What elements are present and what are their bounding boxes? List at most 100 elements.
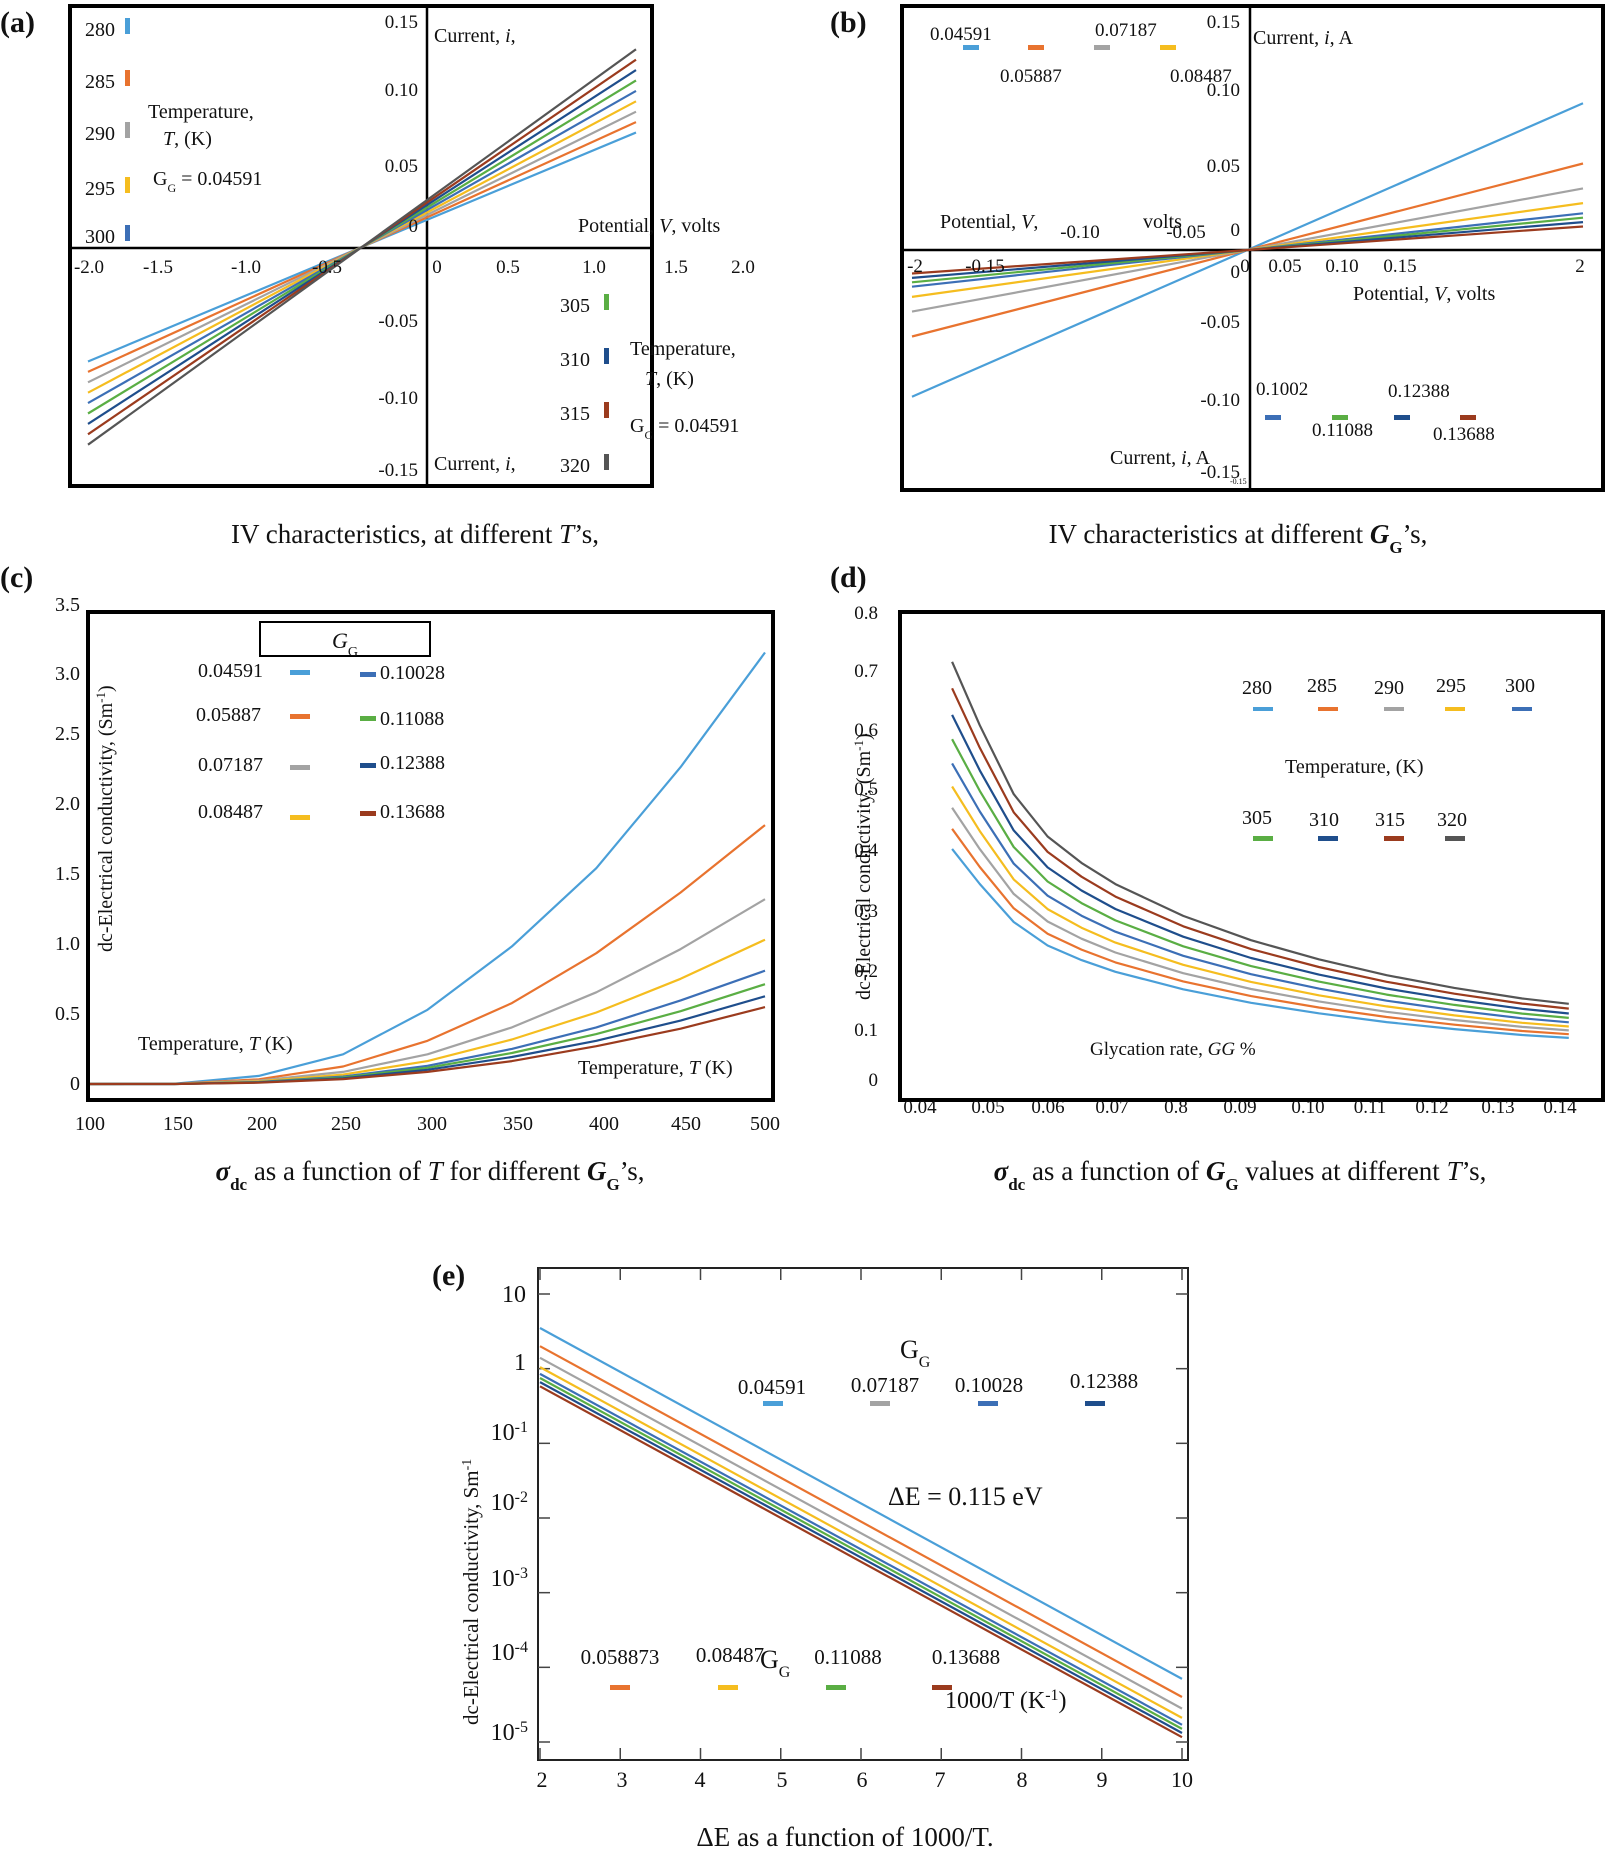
y-tick-label: 0.2 <box>854 961 878 982</box>
legend-swatch-0.10028 <box>978 1401 998 1406</box>
legend-label: 295 <box>85 178 115 200</box>
legend-swatch-0.08487 <box>1160 45 1176 50</box>
legend-param: GG = 0.04591 <box>630 415 739 442</box>
legend-swatch-280 <box>125 18 130 34</box>
legend-label: 320 <box>560 455 590 477</box>
legend-swatch-0.12388 <box>1394 415 1410 420</box>
x-tick-label: 0.13 <box>1481 1097 1514 1118</box>
legend-label: 285 <box>1307 675 1337 697</box>
legend-swatch-0.1002 <box>1265 415 1281 420</box>
x-tick-label: 8 <box>1017 1767 1028 1792</box>
x-tick-label: 100 <box>75 1113 105 1135</box>
y-tick-label: 0.6 <box>854 720 878 741</box>
caption-b: IV characteristics at different GG’s, <box>1049 519 1428 557</box>
legend-swatch-0.11088 <box>360 716 376 721</box>
legend-swatch-0.08487 <box>718 1685 738 1690</box>
legend-label: 280 <box>1242 677 1272 699</box>
legend-swatch-305 <box>604 294 609 310</box>
y-tick-label: 2.0 <box>55 793 80 815</box>
series-line-0.13688 <box>90 1006 766 1086</box>
legend-swatch-0.04591 <box>290 670 310 675</box>
y-tick-label: 0.10 <box>385 80 418 101</box>
x-tick-label: 0.04 <box>903 1097 937 1118</box>
legend-swatch-320 <box>604 454 609 470</box>
series-line-320 <box>951 661 1569 1005</box>
y-tick-label: 0.15 <box>1207 12 1240 33</box>
x-axis-label: Temperature, T (K) <box>138 1033 293 1055</box>
legend-swatch-300 <box>125 225 130 241</box>
legend-swatch-0.05887 <box>1028 45 1044 50</box>
legend-label: 320 <box>1437 809 1467 831</box>
legend-label: 315 <box>560 403 590 425</box>
legend-swatch-0.07187 <box>1094 45 1110 50</box>
series-line-300 <box>951 762 1569 1024</box>
legend-swatch-0.04591 <box>763 1401 783 1406</box>
x-tick-label: 10 <box>1171 1767 1193 1792</box>
y-tick-label: 0 <box>1231 262 1241 283</box>
y-tick-label: -0.10 <box>1200 390 1240 411</box>
series-line-280 <box>951 848 1569 1039</box>
legend-label: 0.11088 <box>1312 420 1373 441</box>
legend-label: 290 <box>85 123 115 145</box>
y-tick-label: 0.5 <box>854 779 878 800</box>
x-axis-label: Glycation rate, GG % <box>1090 1039 1256 1060</box>
caption-d: σdc as a function of GG values at differ… <box>994 1156 1487 1194</box>
x-tick-label: 150 <box>163 1113 193 1135</box>
legend-swatch-320 <box>1445 836 1465 841</box>
legend-label: 0.07187 <box>198 754 263 776</box>
y-tick-label: 0.10 <box>1207 80 1240 101</box>
x-tick-label: -0.5 <box>312 257 342 278</box>
minor-label: -0.15 <box>1230 477 1247 486</box>
legend-swatch-0.13688 <box>360 811 376 816</box>
legend-label: 0.07187 <box>851 1373 919 1397</box>
x-tick-label: -0.05 <box>1166 222 1206 243</box>
legend-label: 0.13688 <box>932 1645 1000 1669</box>
y-tick-label: 3.0 <box>55 663 80 685</box>
panel-letter: (c) <box>0 561 33 594</box>
y-axis-label: dc-Electrical conductivity, (Sm-1) <box>851 733 876 1000</box>
panel-c-frame <box>86 610 775 1102</box>
x-axis-label: Potential, V, volts <box>1353 283 1495 305</box>
x-tick-label: 3 <box>617 1767 628 1792</box>
x-tick-label: 0.07 <box>1095 1097 1128 1118</box>
legend-swatch-0.13688 <box>1460 415 1476 420</box>
x-tick-label: 1.5 <box>664 257 688 278</box>
y-tick-label: 10 <box>502 1282 526 1308</box>
legend-swatch-305 <box>1253 836 1273 841</box>
panel-letter: (a) <box>0 6 35 39</box>
x-tick-label: 0.14 <box>1543 1097 1577 1118</box>
legend-title: GG <box>900 1335 931 1371</box>
legend-label: 280 <box>85 19 115 41</box>
series-line-320 <box>87 48 637 446</box>
legend-label: 300 <box>85 226 115 248</box>
legend-title-2: T, (K) <box>645 368 694 390</box>
legend-param: GG = 0.04591 <box>153 168 262 195</box>
legend-label: 290 <box>1374 677 1404 699</box>
legend-label: 0.12388 <box>1388 381 1450 402</box>
panel-d-frame <box>898 610 1605 1102</box>
x-tick-label: 4 <box>695 1767 706 1792</box>
series-line-0.04591 <box>89 651 766 1086</box>
x-tick-label: 300 <box>417 1113 447 1135</box>
x-tick-label: 0.10 <box>1291 1097 1324 1118</box>
legend-swatch-0.08487 <box>290 815 310 820</box>
x-tick-label: 5 <box>777 1767 788 1792</box>
y-axis-label: dc-Electrical conductivity, Sm-1 <box>459 1459 483 1725</box>
legend-label: 0.05887 <box>1000 66 1062 87</box>
legend-swatch-310 <box>604 348 609 364</box>
y-tick-label: 0.3 <box>854 901 878 922</box>
legend-label: 300 <box>1505 675 1535 697</box>
legend-label: 0.12388 <box>380 752 445 774</box>
y-tick-label: -0.15 <box>1200 462 1240 483</box>
legend-swatch-0.04591 <box>963 45 979 50</box>
y-tick-label: 10-4 <box>491 1639 528 1667</box>
y-tick-label: -0.15 <box>378 460 418 481</box>
legend-label: 315 <box>1375 809 1405 831</box>
x-tick-label: 0 <box>432 257 442 278</box>
x-tick-label: 0.8 <box>1164 1097 1188 1118</box>
x-tick-label: -2.0 <box>74 257 104 278</box>
y-tick-label: 0.15 <box>385 12 418 33</box>
x-tick-label: 500 <box>750 1113 780 1135</box>
x-tick-label: 400 <box>589 1113 619 1135</box>
series-line-0.08487 <box>539 1366 1183 1719</box>
